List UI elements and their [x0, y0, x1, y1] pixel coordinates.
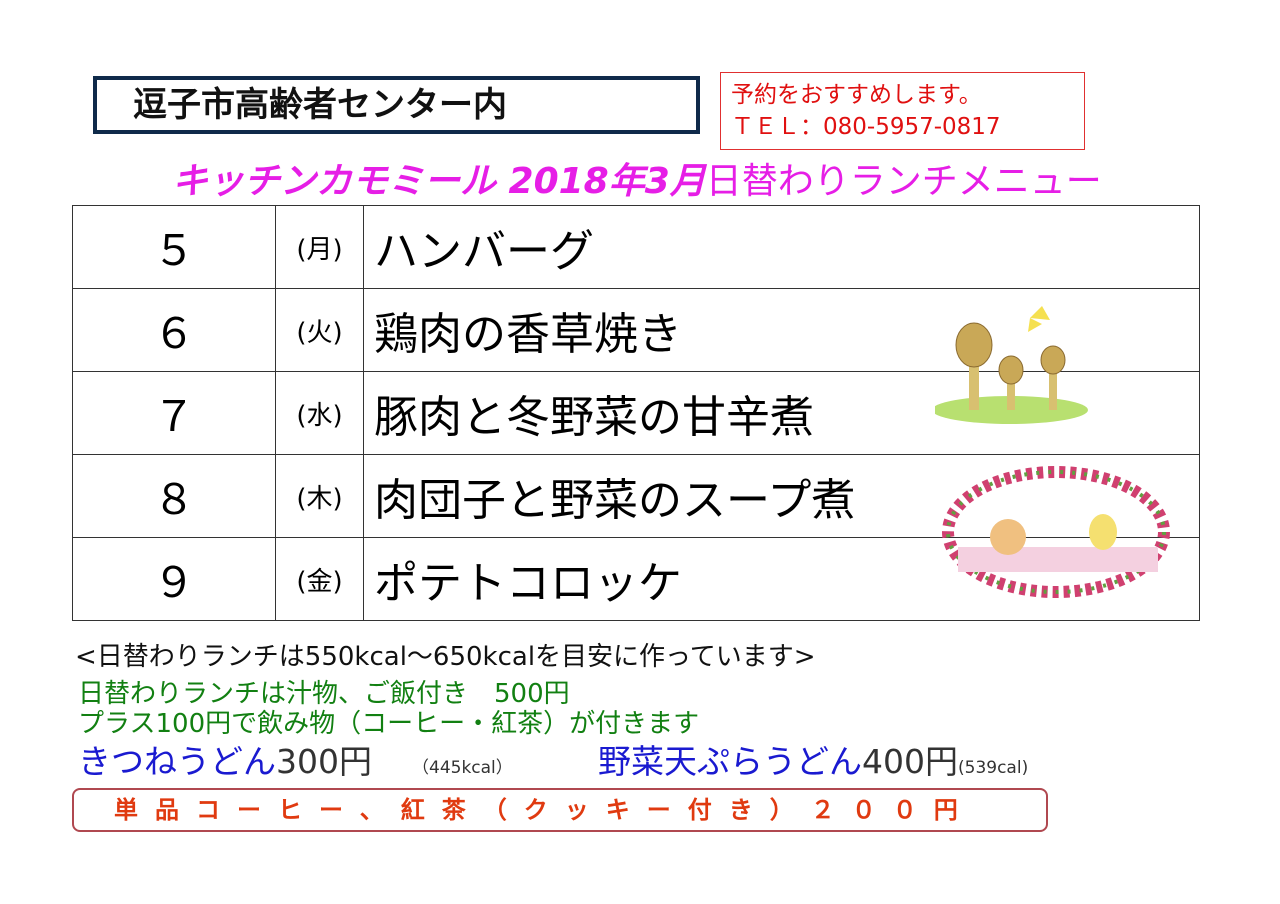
wreath-illustration [942, 466, 1170, 598]
title-subtitle: 日替わりランチメニュー [705, 161, 1102, 202]
dish: 豚肉と冬野菜の甘辛煮 [363, 371, 1200, 455]
udon-kcal: (539cal) [958, 758, 1029, 778]
weekday: (月) [275, 205, 364, 289]
rabbit-icon [1089, 514, 1117, 550]
telephone: ＴＥＬ：080-5957-0817 [731, 114, 1001, 140]
weekday: (水) [275, 371, 364, 455]
girl-icon [990, 519, 1026, 555]
weekday: (木) [275, 454, 364, 538]
date: ６ [72, 288, 276, 372]
location: 逗子市高齢者センター内 [133, 85, 507, 125]
udon-item: 野菜天ぷらうどん400円(539cal) [598, 735, 1028, 783]
reservation-box: 予約をおすすめします。 ＴＥＬ：080-5957-0817 [720, 72, 1085, 150]
reservation-note: 予約をおすすめします。 [731, 82, 982, 108]
page-title: キッチンカモミール 2018年3月日替わりランチメニュー [172, 152, 1102, 204]
weekday: (火) [275, 288, 364, 372]
date: ９ [72, 537, 276, 621]
single-drink-box: 単品コーヒー、紅茶（クッキー付き）２００円 [72, 788, 1048, 832]
drink-note: プラス100円で飲み物（コーヒー・紅茶）が付きます [78, 709, 700, 739]
menu-row: ５ (月) ハンバーグ [72, 205, 1200, 289]
date: ５ [72, 205, 276, 289]
udon-name: 野菜天ぷらうどん [598, 742, 862, 781]
udon-kcal: （445kcal） [412, 758, 513, 778]
udon-item: きつねうどん300円 （445kcal） [78, 735, 513, 783]
date: ８ [72, 454, 276, 538]
weekday: (金) [275, 537, 364, 621]
date: ７ [72, 371, 276, 455]
calorie-note: <日替わりランチは550kcal〜650kcalを目安に作っています> [75, 642, 816, 672]
mushroom-illustration [935, 306, 1088, 424]
butterfly-icon [1028, 306, 1050, 332]
udon-price: 400円 [862, 742, 958, 781]
location-box: 逗子市高齢者センター内 [93, 76, 700, 134]
set-note: 日替わりランチは汁物、ご飯付き 500円 [78, 679, 570, 709]
udon-name: きつねうどん [78, 742, 276, 781]
menu-row: ７ (水) 豚肉と冬野菜の甘辛煮 [72, 371, 1200, 455]
shop-name: キッチンカモミール 2018年3月 [172, 161, 706, 202]
dish: ハンバーグ [363, 205, 1200, 289]
udon-price: 300円 [276, 742, 372, 781]
single-drink: 単品コーヒー、紅茶（クッキー付き）２００円 [114, 796, 975, 824]
